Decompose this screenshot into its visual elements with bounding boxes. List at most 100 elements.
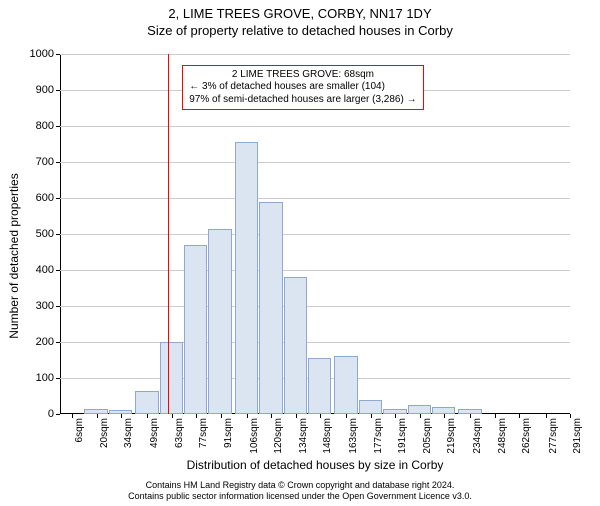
- x-tick-mark: [444, 414, 445, 418]
- x-tick-label: 134sqm: [298, 418, 309, 454]
- annotation-box: 2 LIME TREES GROVE: 68sqm← 3% of detache…: [182, 65, 423, 111]
- histogram-bar: [383, 409, 406, 414]
- y-tick-label: 300: [36, 300, 54, 312]
- y-axis-label: Number of detached properties: [7, 173, 21, 338]
- y-tick-mark: [56, 234, 60, 235]
- x-tick-mark: [420, 414, 421, 418]
- chart-title: 2, LIME TREES GROVE, CORBY, NN17 1DY: [0, 6, 600, 21]
- x-tick-label: 91sqm: [223, 418, 234, 448]
- y-tick-label: 100: [36, 372, 54, 384]
- gridline: [60, 162, 570, 163]
- x-tick-mark: [147, 414, 148, 418]
- plot-area: Distribution of detached houses by size …: [60, 54, 570, 414]
- x-axis-label: Distribution of detached houses by size …: [60, 458, 570, 472]
- gridline: [60, 342, 570, 343]
- x-tick-mark: [570, 414, 571, 418]
- x-tick-label: 77sqm: [198, 418, 209, 448]
- y-tick-mark: [56, 378, 60, 379]
- x-tick-label: 262sqm: [521, 418, 532, 454]
- y-tick-label: 500: [36, 228, 54, 240]
- x-tick-label: 177sqm: [373, 418, 384, 454]
- histogram-bar: [109, 410, 132, 414]
- chart-subtitle: Size of property relative to detached ho…: [0, 23, 600, 38]
- x-tick-mark: [196, 414, 197, 418]
- x-tick-label: 205sqm: [422, 418, 433, 454]
- y-tick-label: 0: [48, 408, 54, 420]
- x-tick-label: 191sqm: [397, 418, 408, 454]
- x-tick-label: 49sqm: [149, 418, 160, 448]
- histogram-bar: [359, 400, 382, 414]
- y-tick-mark: [56, 162, 60, 163]
- footer-line-1: Contains HM Land Registry data © Crown c…: [0, 480, 600, 491]
- histogram-bar: [284, 277, 307, 414]
- x-tick-mark: [495, 414, 496, 418]
- x-tick-mark: [346, 414, 347, 418]
- x-tick-mark: [172, 414, 173, 418]
- reference-line: [168, 54, 169, 414]
- x-tick-label: 6sqm: [74, 418, 85, 442]
- y-tick-label: 1000: [30, 48, 54, 60]
- histogram-bar: [408, 405, 431, 414]
- x-tick-mark: [97, 414, 98, 418]
- x-tick-mark: [519, 414, 520, 418]
- histogram-bar: [235, 142, 258, 414]
- x-tick-label: 277sqm: [548, 418, 559, 454]
- x-tick-mark: [271, 414, 272, 418]
- annotation-line: ← 3% of detached houses are smaller (104…: [189, 81, 416, 94]
- x-tick-label: 291sqm: [572, 418, 583, 454]
- histogram-bar: [184, 245, 207, 414]
- x-tick-label: 120sqm: [273, 418, 284, 454]
- x-tick-mark: [371, 414, 372, 418]
- y-tick-label: 800: [36, 120, 54, 132]
- y-tick-mark: [56, 90, 60, 91]
- x-tick-mark: [121, 414, 122, 418]
- x-tick-mark: [546, 414, 547, 418]
- x-tick-label: 219sqm: [446, 418, 457, 454]
- y-tick-label: 200: [36, 336, 54, 348]
- y-tick-label: 900: [36, 84, 54, 96]
- x-tick-label: 106sqm: [249, 418, 260, 454]
- x-tick-mark: [395, 414, 396, 418]
- footer-attribution: Contains HM Land Registry data © Crown c…: [0, 480, 600, 502]
- annotation-line: 2 LIME TREES GROVE: 68sqm: [189, 69, 416, 82]
- x-tick-mark: [247, 414, 248, 418]
- histogram-bar: [259, 202, 282, 414]
- x-tick-mark: [296, 414, 297, 418]
- y-tick-label: 700: [36, 156, 54, 168]
- histogram-bar: [334, 356, 357, 414]
- y-tick-mark: [56, 342, 60, 343]
- x-tick-mark: [221, 414, 222, 418]
- gridline: [60, 306, 570, 307]
- gridline: [60, 54, 570, 55]
- x-tick-label: 63sqm: [174, 418, 185, 448]
- gridline: [60, 126, 570, 127]
- x-tick-label: 34sqm: [123, 418, 134, 448]
- histogram-bar: [308, 358, 331, 414]
- x-tick-label: 148sqm: [322, 418, 333, 454]
- x-tick-mark: [320, 414, 321, 418]
- histogram-bar: [432, 407, 455, 414]
- y-tick-mark: [56, 306, 60, 307]
- histogram-bar: [135, 391, 158, 414]
- x-tick-label: 163sqm: [348, 418, 359, 454]
- x-tick-label: 248sqm: [497, 418, 508, 454]
- gridline: [60, 270, 570, 271]
- histogram-bar: [458, 409, 481, 414]
- y-tick-mark: [56, 270, 60, 271]
- histogram-bar: [160, 342, 183, 414]
- annotation-line: 97% of semi-detached houses are larger (…: [189, 94, 416, 107]
- x-tick-label: 234sqm: [472, 418, 483, 454]
- x-tick-label: 20sqm: [99, 418, 110, 448]
- y-tick-mark: [56, 198, 60, 199]
- y-tick-label: 400: [36, 264, 54, 276]
- histogram-bar: [208, 229, 231, 414]
- y-tick-mark: [56, 414, 60, 415]
- gridline: [60, 234, 570, 235]
- y-tick-mark: [56, 54, 60, 55]
- y-tick-label: 600: [36, 192, 54, 204]
- histogram-bar: [84, 409, 107, 414]
- y-tick-mark: [56, 126, 60, 127]
- x-tick-mark: [470, 414, 471, 418]
- gridline: [60, 198, 570, 199]
- x-tick-mark: [72, 414, 73, 418]
